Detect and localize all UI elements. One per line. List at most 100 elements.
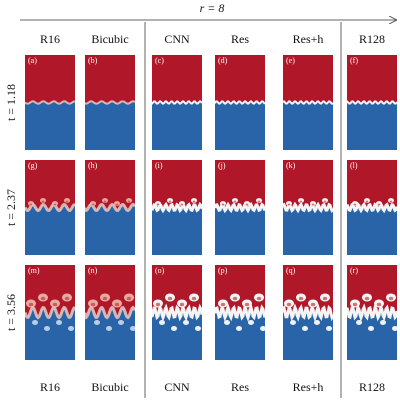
plume-core: [102, 296, 108, 301]
drop: [68, 326, 74, 331]
column-header: R16: [40, 32, 60, 46]
plume-core: [245, 203, 249, 206]
panel-blue: [152, 307, 202, 360]
plume-core: [299, 200, 303, 203]
interface: [152, 303, 202, 322]
plume-core: [365, 200, 369, 203]
panel-letter: (j): [218, 161, 226, 170]
panel-blue: [283, 307, 333, 360]
panel: [25, 55, 75, 150]
drop: [106, 326, 112, 331]
plume-core: [52, 302, 58, 307]
interface: [347, 99, 397, 105]
drop: [392, 326, 397, 331]
row-label: t = 1.18: [4, 84, 18, 121]
panel-letter: (r): [350, 266, 358, 275]
plume-core: [179, 302, 185, 307]
panel-blue: [215, 101, 265, 150]
column-footer: R16: [40, 380, 60, 394]
panel-blue: [215, 204, 265, 255]
drop: [171, 326, 177, 331]
column-header: Res+h: [293, 32, 324, 46]
interface: [215, 303, 265, 322]
panel-letter: (g): [28, 161, 38, 170]
column-header: CNN: [164, 32, 190, 46]
drop: [118, 320, 124, 325]
plume-core: [232, 296, 238, 301]
panel: [85, 160, 135, 255]
column-header: Bicubic: [91, 32, 128, 46]
interface: [85, 100, 135, 105]
panel: [152, 265, 202, 360]
interface: [283, 303, 333, 322]
plume-core: [167, 296, 173, 301]
plume-core: [257, 200, 261, 203]
panel-letter: (a): [28, 56, 37, 65]
interface: [283, 100, 333, 105]
plume-core: [310, 302, 316, 307]
plume-core: [376, 302, 382, 307]
drop: [130, 326, 135, 331]
plume-core: [90, 302, 96, 307]
panel-blue: [85, 101, 135, 150]
column-header: R128: [359, 32, 385, 46]
plume-core: [191, 296, 197, 301]
interface: [85, 305, 135, 320]
panel: [25, 265, 75, 360]
interface: [152, 100, 202, 106]
plume-core: [114, 302, 120, 307]
panel-letter: (n): [88, 266, 98, 275]
plume-core: [233, 200, 237, 203]
drop: [56, 320, 62, 325]
column-footer: Res+h: [293, 380, 324, 394]
panel: [347, 160, 397, 255]
panel-blue: [25, 307, 75, 360]
panel-letter: (e): [286, 56, 295, 65]
plume-core: [353, 203, 357, 206]
plume-core: [364, 296, 370, 301]
interface: [215, 100, 265, 105]
drop: [380, 320, 386, 325]
plume-core: [41, 200, 45, 203]
panel-letter: (c): [155, 56, 164, 65]
plume-core: [64, 296, 70, 301]
panel-blue: [347, 101, 397, 150]
panel: [283, 265, 333, 360]
panel-letter: (m): [28, 266, 40, 275]
drop: [260, 326, 265, 331]
drop: [44, 326, 50, 331]
panel-blue: [25, 101, 75, 150]
plume-core: [65, 200, 69, 203]
panel-letter: (p): [218, 266, 228, 275]
interface: [283, 201, 333, 214]
panel: [215, 160, 265, 255]
plume-core: [323, 200, 327, 203]
panel: [283, 160, 333, 255]
plume-core: [389, 200, 393, 203]
plume-core: [156, 203, 160, 206]
plume-core: [286, 302, 292, 307]
panel: [25, 160, 75, 255]
interface: [347, 303, 397, 322]
drop: [236, 326, 242, 331]
drop: [290, 320, 296, 325]
interface: [25, 305, 75, 320]
plume-core: [221, 203, 225, 206]
panel: [283, 55, 333, 150]
drop: [195, 326, 201, 331]
plume-core: [244, 302, 250, 307]
plume-core: [40, 296, 46, 301]
drop: [183, 320, 189, 325]
plume-core: [180, 203, 184, 206]
drop: [302, 326, 308, 331]
column-footer: R128: [359, 380, 385, 394]
panel-blue: [152, 204, 202, 255]
plume-core: [127, 200, 131, 203]
panel: [85, 265, 135, 360]
plume-core: [103, 200, 107, 203]
plume-core: [352, 302, 358, 307]
panel: [347, 55, 397, 150]
plume-core: [388, 296, 394, 301]
drop: [326, 326, 332, 331]
